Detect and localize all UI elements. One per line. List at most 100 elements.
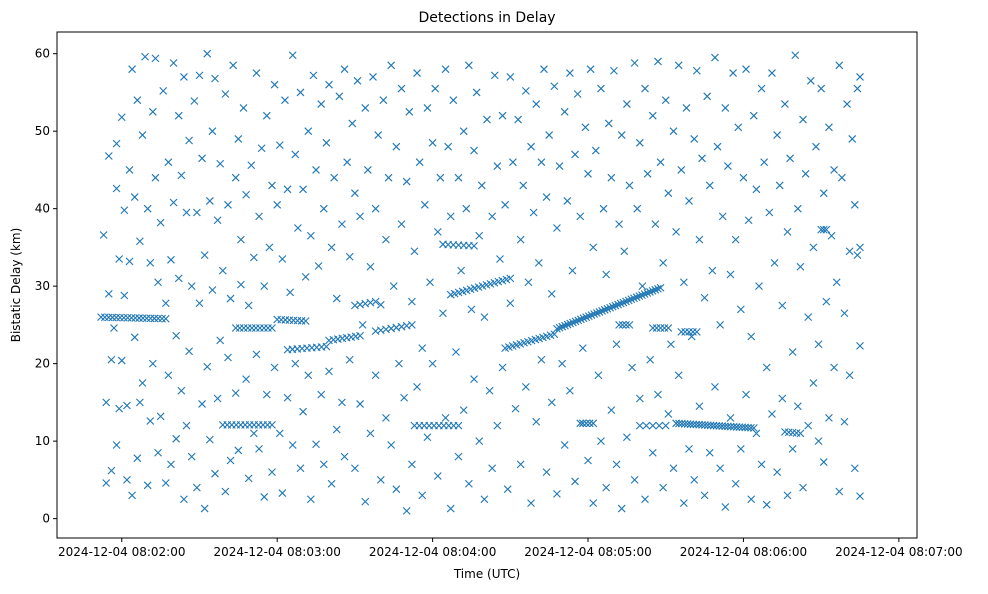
data-point (659, 483, 668, 492)
data-point (721, 104, 730, 112)
data-point (664, 189, 673, 198)
data-point (560, 441, 569, 449)
y-axis-label: Bistatic Delay (km) (9, 228, 23, 343)
data-point (291, 359, 300, 368)
data-point (123, 401, 131, 410)
data-point (454, 173, 463, 182)
data-point (138, 131, 147, 139)
data-point (498, 111, 507, 120)
data-point (216, 336, 225, 345)
track-point (606, 303, 614, 312)
track-point (689, 327, 697, 336)
data-point (856, 73, 864, 81)
data-point (736, 444, 745, 453)
data-point (830, 363, 838, 372)
data-point (325, 367, 333, 376)
data-point (231, 389, 240, 397)
track-point (635, 292, 644, 301)
data-point (332, 294, 341, 303)
track-point (587, 311, 596, 319)
track-point (615, 321, 623, 329)
data-point (514, 115, 522, 124)
data-point (382, 235, 390, 244)
data-point (270, 80, 279, 89)
data-point (428, 359, 437, 368)
data-point (610, 66, 618, 75)
data-point (506, 73, 515, 81)
data-point (151, 173, 160, 182)
data-point (506, 299, 515, 308)
data-point (516, 460, 525, 469)
track-point (470, 241, 478, 250)
track-point (571, 317, 580, 326)
track-point (582, 419, 591, 428)
data-point (840, 417, 849, 426)
track-point (243, 324, 252, 332)
data-point (138, 379, 147, 387)
data-point (441, 414, 450, 422)
data-point (480, 495, 489, 504)
data-point (674, 371, 683, 380)
data-point (167, 460, 175, 469)
data-point (594, 371, 603, 380)
track-point (235, 324, 244, 332)
data-point (679, 278, 688, 287)
data-point (431, 84, 440, 93)
data-point (130, 333, 139, 342)
data-point (837, 173, 846, 182)
data-point (845, 247, 854, 256)
data-point (783, 228, 792, 236)
data-point (415, 158, 424, 167)
data-point (832, 278, 841, 287)
data-point (604, 119, 613, 128)
data-point (221, 487, 230, 496)
track-point (158, 314, 166, 323)
data-point (156, 218, 165, 227)
data-point (734, 123, 743, 132)
data-point (273, 200, 282, 209)
data-point (376, 475, 385, 484)
track-point (624, 296, 633, 305)
data-point (392, 142, 401, 151)
data-point (736, 305, 745, 314)
data-point (407, 460, 416, 469)
data-point (718, 212, 727, 221)
data-point (521, 87, 530, 95)
data-point (796, 262, 805, 271)
data-point (198, 154, 206, 163)
data-point (547, 290, 556, 298)
data-point (553, 224, 561, 232)
data-point (221, 90, 230, 98)
data-point (749, 111, 758, 120)
data-point (115, 255, 124, 263)
data-point (617, 131, 626, 139)
data-point (742, 390, 750, 399)
data-point (744, 216, 753, 225)
data-point (700, 293, 709, 302)
data-point (338, 398, 346, 407)
data-point (806, 76, 815, 85)
data-point (226, 456, 235, 465)
data-point (309, 71, 318, 80)
y-tick-label: 40 (35, 202, 50, 216)
data-point (304, 371, 313, 380)
data-point (519, 181, 528, 190)
track-point (555, 323, 564, 332)
data-point (641, 84, 649, 93)
data-point (224, 200, 232, 209)
data-point (848, 135, 857, 143)
data-point (698, 154, 706, 163)
track-point (749, 424, 758, 432)
data-point (576, 212, 585, 221)
data-point (446, 212, 455, 221)
data-point (143, 204, 152, 213)
data-point (788, 348, 797, 356)
data-point (757, 84, 766, 93)
data-point (444, 142, 453, 151)
data-point (275, 141, 284, 150)
data-point (208, 286, 217, 294)
track-point (576, 315, 585, 324)
data-point (237, 280, 245, 289)
data-point (765, 208, 774, 217)
track-point (654, 284, 662, 293)
